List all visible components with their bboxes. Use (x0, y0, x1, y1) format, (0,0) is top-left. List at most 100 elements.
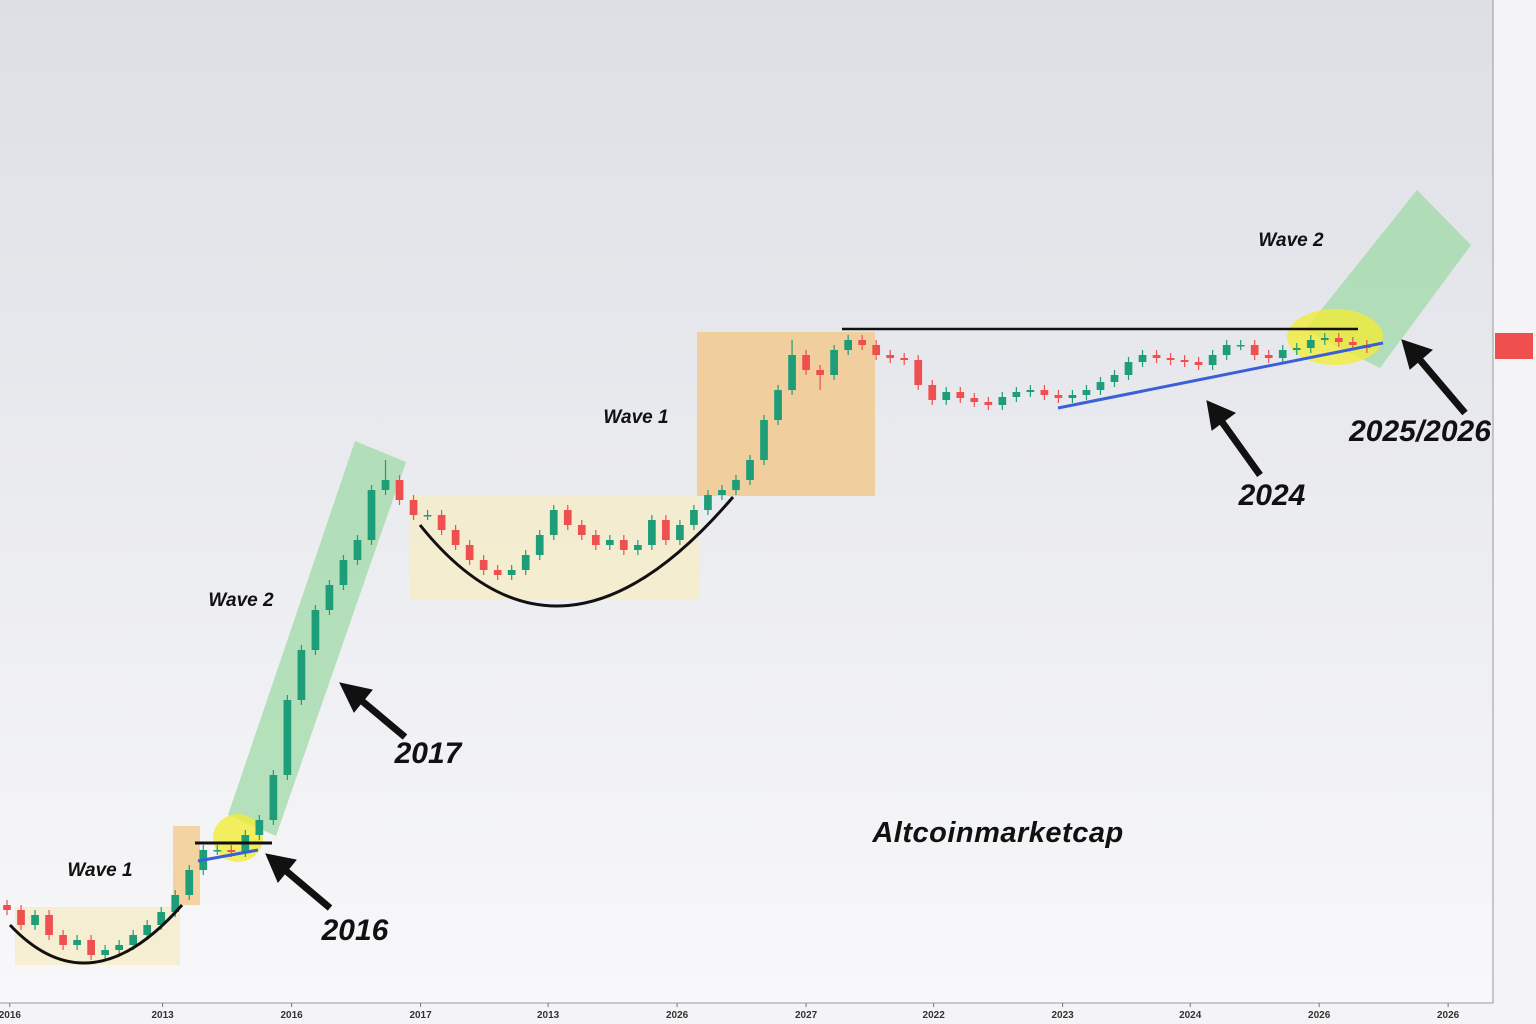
candle-body (970, 398, 979, 402)
candle-body (1110, 375, 1119, 382)
time-axis (0, 1003, 1493, 1024)
candle-body (1250, 345, 1259, 355)
x-tick-label: 2016 (280, 1010, 303, 1021)
candle-body (409, 500, 418, 515)
x-tick-label: 2023 (1051, 1010, 1074, 1021)
candle-body (45, 915, 53, 935)
breakout-box (697, 332, 875, 496)
support-line (197, 848, 259, 863)
candle-body (619, 540, 628, 550)
highlight (1287, 309, 1383, 365)
candle-body (339, 560, 348, 585)
candle-body (1348, 342, 1357, 345)
candle-body (872, 345, 881, 355)
candle-body (479, 560, 488, 570)
candle-body (928, 385, 937, 400)
candle-body (227, 850, 236, 852)
candle-body (1040, 390, 1049, 395)
x-tick-label: 2022 (923, 1010, 946, 1021)
candle-body (59, 935, 67, 945)
candle-body (157, 912, 166, 925)
candle-body (998, 397, 1007, 405)
candle-body (73, 940, 81, 945)
watermark: Altcoinmarketcap (871, 817, 1123, 849)
candle-body (900, 358, 909, 360)
candle-body (507, 570, 516, 575)
candle-body (605, 540, 614, 545)
candle-body (283, 700, 292, 775)
candle-body (1012, 392, 1021, 397)
x-tick-label: 2017 (409, 1010, 432, 1021)
candle-body (1320, 338, 1329, 340)
candle-body (886, 355, 895, 358)
candle-body (1068, 395, 1077, 398)
candle-body (3, 905, 11, 910)
candle-body (1054, 395, 1063, 398)
candle-body (311, 610, 320, 650)
candle-body (171, 895, 180, 912)
candle-body (1138, 355, 1147, 362)
candle-body (395, 480, 404, 500)
candle-body (760, 420, 768, 460)
support-line (1057, 341, 1384, 410)
candle-body (830, 350, 838, 375)
candle-body (648, 520, 656, 545)
candle-body (493, 570, 502, 575)
annotation: 2024 (1238, 479, 1306, 512)
candle-body (129, 935, 138, 945)
candle-body (1264, 355, 1273, 358)
candle-body (1194, 362, 1203, 365)
arrow-head (265, 853, 297, 883)
candle-body (17, 910, 25, 925)
candle-body (1306, 340, 1315, 348)
annotation: Wave 1 (67, 860, 132, 881)
candle-body (1334, 338, 1343, 342)
candle-body (1180, 360, 1189, 362)
candle-body (1278, 350, 1287, 358)
x-tick-label: 2026 (1308, 1010, 1331, 1021)
candle-body (451, 530, 460, 545)
candle-body (858, 340, 867, 345)
arrows (265, 339, 1468, 911)
candle-body (1152, 355, 1161, 358)
arrow-head (339, 682, 373, 713)
candle-body (732, 480, 740, 490)
price-axis (1493, 0, 1536, 1024)
candle-body (549, 510, 558, 535)
annotation: 2025/2026 (1348, 415, 1491, 448)
candle-body (942, 392, 951, 400)
candle-body (381, 480, 390, 490)
arrow (1417, 357, 1468, 416)
candle-body (1082, 390, 1091, 395)
candle-body (31, 915, 39, 925)
candle-body (465, 545, 474, 560)
arrow (282, 867, 333, 911)
candle-body (269, 775, 278, 820)
annotation: 2016 (321, 914, 389, 947)
x-tick-label: 2016 (0, 1010, 21, 1021)
candle-body (1236, 345, 1245, 347)
candle-body (255, 820, 264, 835)
candle-body (746, 460, 754, 480)
candle-body (914, 360, 923, 385)
cup-zone (15, 907, 180, 965)
arrow (359, 698, 408, 740)
candle-body (185, 870, 194, 895)
candle-body (1026, 390, 1035, 392)
x-tick-label: 2026 (666, 1010, 689, 1021)
candle-body (297, 650, 306, 700)
candle-body (844, 340, 852, 350)
candle-body (521, 555, 530, 570)
x-tick-label: 2027 (795, 1010, 818, 1021)
candles (3, 333, 1371, 960)
candle-body (774, 390, 782, 420)
candle-body (816, 370, 824, 375)
candle-body (1096, 382, 1105, 390)
candle-body (690, 510, 698, 525)
candle-body (1292, 348, 1301, 350)
candle-body (676, 525, 684, 540)
price-marker (1495, 333, 1533, 359)
candle-body (704, 495, 712, 510)
